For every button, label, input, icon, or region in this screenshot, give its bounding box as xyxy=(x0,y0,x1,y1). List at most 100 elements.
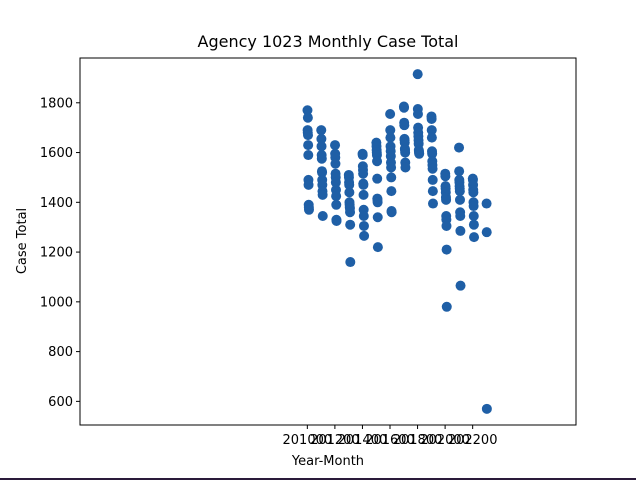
x-tick-label: 201600 xyxy=(365,433,415,448)
data-point xyxy=(386,162,397,173)
data-point xyxy=(385,125,396,136)
data-point xyxy=(330,158,341,169)
data-point xyxy=(303,204,314,215)
data-point xyxy=(481,198,492,209)
data-point xyxy=(399,102,410,113)
data-point xyxy=(469,232,480,243)
plot-frame xyxy=(79,57,577,426)
data-point xyxy=(455,225,466,236)
data-point xyxy=(400,162,411,173)
data-points xyxy=(302,69,492,414)
data-point xyxy=(331,191,342,202)
data-point xyxy=(427,198,438,209)
data-point xyxy=(412,69,423,80)
data-point xyxy=(468,219,479,230)
x-tick-label: 201200 xyxy=(310,433,360,448)
data-point xyxy=(345,219,356,230)
data-point xyxy=(372,242,383,253)
y-tick-label: 1000 xyxy=(40,295,73,310)
data-point xyxy=(303,179,314,190)
y-tick-label: 800 xyxy=(48,345,73,360)
data-point xyxy=(399,120,410,131)
data-point xyxy=(358,168,369,179)
data-point xyxy=(412,108,423,119)
data-point xyxy=(454,186,465,197)
data-point xyxy=(331,215,342,226)
data-point xyxy=(345,257,356,268)
data-point xyxy=(303,140,314,151)
data-point xyxy=(454,142,465,153)
x-tick-label: 201000 xyxy=(283,433,333,448)
data-point xyxy=(316,133,327,144)
y-tick-label: 1400 xyxy=(40,196,73,211)
data-point xyxy=(358,211,369,221)
data-point xyxy=(302,105,313,116)
data-point xyxy=(455,211,466,221)
data-point xyxy=(481,403,492,414)
data-point xyxy=(330,177,341,188)
data-point xyxy=(427,148,438,159)
data-point xyxy=(481,227,492,238)
data-point xyxy=(372,212,383,223)
data-point xyxy=(359,230,370,241)
data-point xyxy=(400,147,411,158)
y-tick-label: 1200 xyxy=(40,246,73,261)
data-point xyxy=(414,148,425,159)
data-point xyxy=(427,174,438,185)
chart-title: Agency 1023 Monthly Case Total xyxy=(198,32,459,51)
data-point xyxy=(372,173,383,184)
y-tick-label: 1800 xyxy=(40,96,73,111)
data-point xyxy=(302,112,313,123)
data-point xyxy=(344,179,355,190)
data-point xyxy=(358,220,369,231)
data-point xyxy=(317,167,328,178)
y-tick-label: 1600 xyxy=(40,146,73,161)
data-point xyxy=(426,132,437,143)
data-point xyxy=(441,194,452,205)
data-point xyxy=(440,171,451,182)
data-point xyxy=(358,189,369,200)
y-tick-label: 600 xyxy=(48,395,73,410)
data-point xyxy=(344,187,355,198)
data-point xyxy=(372,156,383,167)
data-point xyxy=(441,244,452,255)
data-point xyxy=(468,201,479,212)
x-tick-label: 202200 xyxy=(448,433,498,448)
data-point xyxy=(468,211,479,221)
data-point xyxy=(441,220,452,231)
data-point xyxy=(427,163,438,174)
data-point xyxy=(385,132,396,143)
x-axis-label: Year-Month xyxy=(291,454,364,469)
data-point xyxy=(331,199,342,210)
y-axis: 600 800 1000 1200 1400 1600 1800 xyxy=(40,96,80,410)
data-point xyxy=(316,141,327,152)
data-point xyxy=(303,130,314,141)
x-tick-label: 202000 xyxy=(420,433,470,448)
data-point xyxy=(317,211,328,221)
data-point xyxy=(385,108,396,119)
data-point xyxy=(386,186,397,197)
data-point xyxy=(358,179,369,190)
x-tick-label: 201400 xyxy=(338,433,388,448)
x-tick-label: 201800 xyxy=(393,433,443,448)
data-point xyxy=(386,172,397,183)
data-point xyxy=(316,153,327,164)
data-point xyxy=(455,280,466,291)
x-axis: 2010002012002014002016002018002020002022… xyxy=(283,425,498,448)
data-point xyxy=(345,207,356,218)
data-point xyxy=(316,125,327,136)
data-point xyxy=(468,187,479,198)
data-point xyxy=(441,301,452,312)
data-point xyxy=(330,140,341,151)
data-point xyxy=(317,189,328,200)
data-point xyxy=(303,150,314,161)
bottom-rule xyxy=(0,478,636,480)
data-point xyxy=(426,113,437,124)
data-point xyxy=(454,194,465,205)
data-point xyxy=(427,186,438,197)
data-point xyxy=(454,166,465,177)
data-point xyxy=(386,207,397,218)
data-point xyxy=(357,150,368,161)
data-point xyxy=(372,197,383,208)
